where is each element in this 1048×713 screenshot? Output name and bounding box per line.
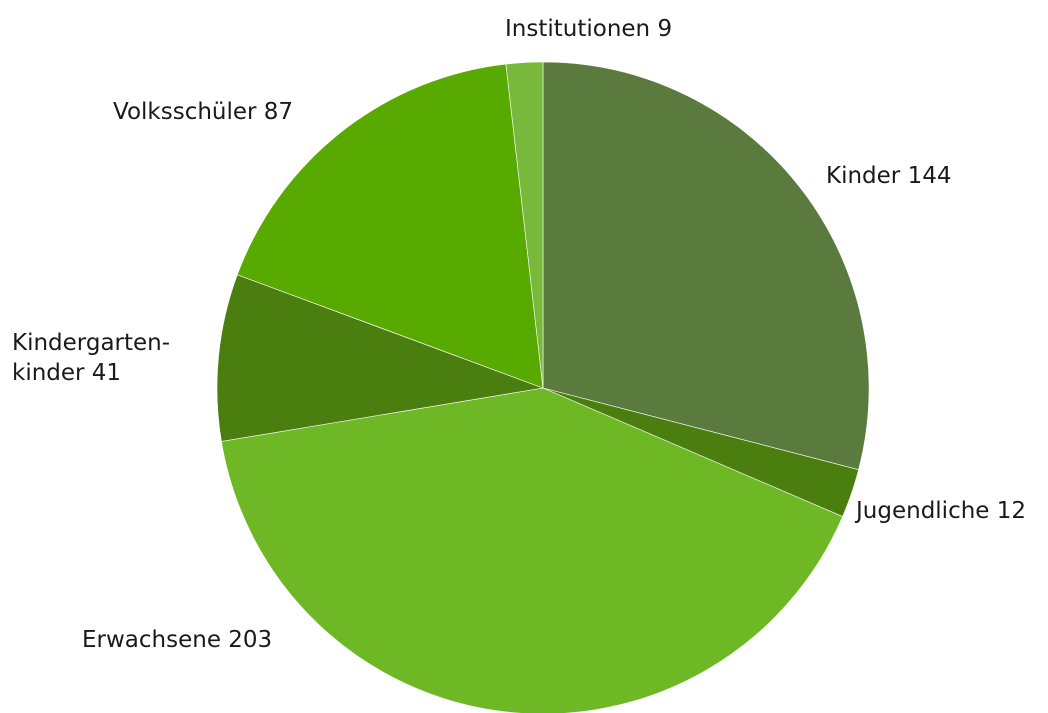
slice-label-line: Jugendliche 12 [854,498,1026,524]
slice-label-kindergartenkinder: Kindergarten-kinder 41 [12,330,170,386]
pie-slice-kindergartenkinder [216,274,545,442]
slice-label-line: Institutionen 9 [505,16,672,42]
pie-slices [216,61,870,713]
slice-label-line: Erwachsene 203 [82,627,272,653]
pie-slice-erwachsene [221,387,843,713]
pie-slice-kinder [542,61,870,471]
slice-label-line: kinder 41 [12,360,121,386]
slice-label-line: Kinder 144 [826,163,951,189]
slice-label-line: Kindergarten- [12,330,170,356]
slice-label-jugendliche: Jugendliche 12 [854,498,1026,524]
slice-label-erwachsene: Erwachsene 203 [82,627,272,653]
slice-label-institutionen: Institutionen 9 [505,16,672,42]
pie-labels: Kinder 144 Jugendliche 12 Erwachsene 203 Ki… [12,16,1026,653]
slice-label-kinder: Kinder 144 [826,163,951,189]
pie-slice-institutionen [505,61,544,389]
pie-slice-volksschueler [236,63,544,389]
slice-label-line: Volksschüler 87 [113,99,293,125]
slice-label-volksschueler: Volksschüler 87 [113,99,293,125]
